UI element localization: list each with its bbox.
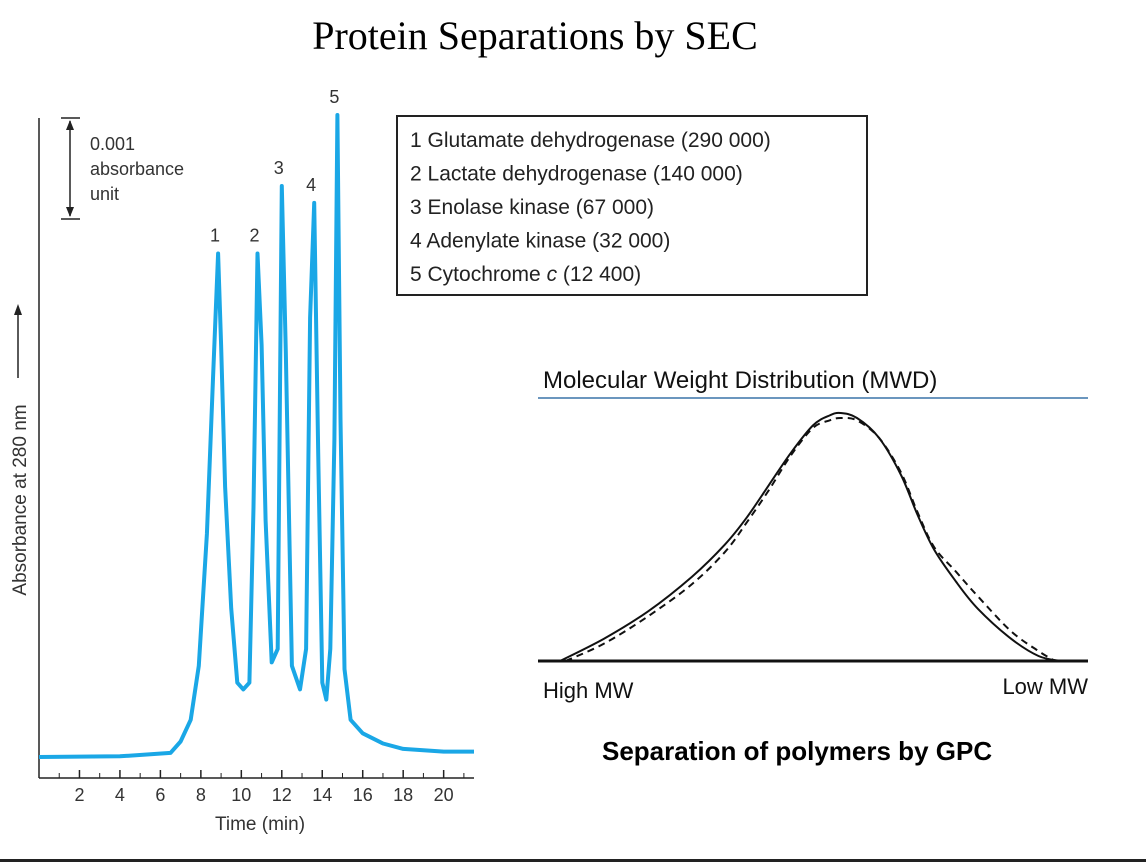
sec-scale-label-3: unit [90,184,119,204]
sec-scale-label-1: 0.001 [90,134,135,154]
sec-x-tick-label: 8 [196,785,206,805]
sec-series-line [38,113,474,759]
gpc-solid-curve [559,411,1061,662]
sec-x-tick-label: 4 [115,785,125,805]
gpc-low-mw-label: Low MW [1002,674,1088,699]
gpc-caption: Separation of polymers by GPC [602,736,993,766]
gpc-chart: Molecular Weight Distribution (MWD) High… [538,367,1088,703]
gpc-dashed-curve [565,416,1056,662]
sec-peak-label-2: 2 [250,226,260,246]
sec-legend-item-4: 4 Adenylate kinase (32 000) [410,230,670,253]
sec-x-tick-label: 2 [74,785,84,805]
sec-legend-box [396,115,868,296]
sec-x-tick-label: 10 [231,785,251,805]
sec-y-arrowhead [14,304,22,315]
sec-peak-label-4: 4 [306,175,316,195]
sec-legend-item-5: 5 Cytochrome c (12 400) [410,263,641,286]
sec-peak-label-1: 1 [210,226,220,246]
sec-legend-item-2: 2 Lactate dehydrogenase (140 000) [410,163,743,186]
sec-legend-item-1: 1 Glutamate dehydrogenase (290 000) [410,129,771,152]
gpc-title: Molecular Weight Distribution (MWD) [543,367,937,394]
sec-scale-bar [61,117,80,220]
sec-legend-item-3: 3 Enolase kinase (67 000) [410,196,654,219]
sec-x-tick-label: 20 [434,785,454,805]
sec-x-tick-label: 16 [353,785,373,805]
bottom-divider [0,859,1146,862]
sec-scale-label-2: absorbance [90,159,184,179]
sec-y-axis-label: Absorbance at 280 nm [10,404,31,595]
page-title: Protein Separations by SEC [312,13,758,58]
gpc-high-mw-label: High MW [543,678,634,703]
sec-x-tick-label: 12 [272,785,292,805]
sec-peak-label-3: 3 [274,158,284,178]
sec-x-tick-label: 6 [155,785,165,805]
sec-x-axis-label: Time (min) [215,814,305,835]
sec-peak-label-5: 5 [329,87,339,107]
sec-x-tick-label: 14 [312,785,332,805]
sec-x-tick-label: 18 [393,785,413,805]
